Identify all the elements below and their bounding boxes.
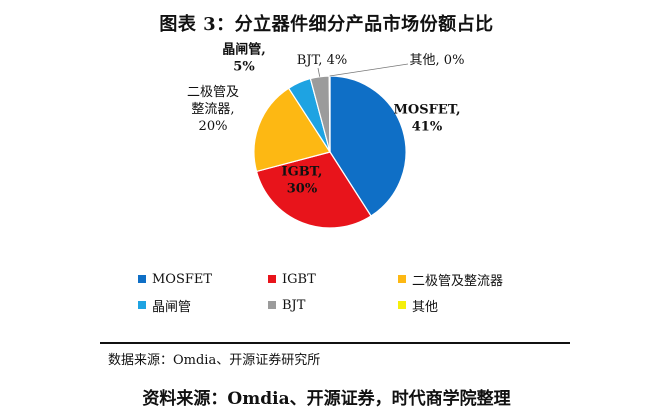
data-label-thyristor: 晶闸管, 5% — [222, 42, 266, 75]
source-caption: 资料来源：Omdia、开源证券，时代商学院整理 — [142, 389, 511, 409]
legend-label-diode: 二极管及整流器 — [412, 273, 504, 289]
legend-label-thyristor: 晶闸管 — [152, 299, 192, 315]
legend-swatch-diode — [398, 275, 406, 283]
legend-swatch-mosfet — [138, 275, 146, 283]
legend-label-bjt: BJT — [282, 297, 306, 313]
divider-line — [100, 342, 570, 344]
data-label-diode: 二极管及整流器, 20% — [187, 85, 239, 134]
chart-legend: MOSFET IGBT 二极管及整流器 晶闸管 BJT 其他 — [138, 266, 598, 318]
data-label-bjt: BJT, 4% — [297, 53, 347, 68]
legend-item-bjt: BJT — [268, 298, 398, 313]
legend-item-thyristor: 晶闸管 — [138, 296, 268, 315]
legend-swatch-other — [398, 301, 406, 309]
data-label-mosfet: MOSFET, 41% — [393, 103, 460, 135]
leader-line-bjt — [317, 67, 321, 77]
legend-label-igbt: IGBT — [282, 271, 316, 287]
legend-item-diode: 二极管及整流器 — [398, 270, 568, 289]
chart-title: 图表 3：分立器件细分产品市场份额占比 — [159, 14, 494, 35]
legend-item-other: 其他 — [398, 296, 568, 315]
data-label-igbt: IGBT, 30% — [282, 165, 323, 197]
leader-line-other — [329, 63, 409, 77]
legend-swatch-bjt — [268, 301, 276, 309]
pie-slice-igbt — [255, 151, 372, 229]
pie-slice-diode — [253, 87, 331, 173]
data-label-other: 其他, 0% — [410, 53, 465, 68]
legend-label-other: 其他 — [412, 299, 439, 315]
pie-slice-other — [328, 75, 331, 153]
legend-label-mosfet: MOSFET — [152, 271, 213, 287]
legend-item-mosfet: MOSFET — [138, 272, 268, 287]
data-source-note: 数据来源：Omdia、开源证券研究所 — [108, 353, 321, 368]
legend-swatch-igbt — [268, 275, 276, 283]
legend-item-igbt: IGBT — [268, 272, 398, 287]
pie-chart: MOSFET, 41% IGBT, 30% 二极管及整流器, 20% 晶闸管, 5% BJT, … — [187, 42, 465, 229]
legend-swatch-thyristor — [138, 301, 146, 309]
